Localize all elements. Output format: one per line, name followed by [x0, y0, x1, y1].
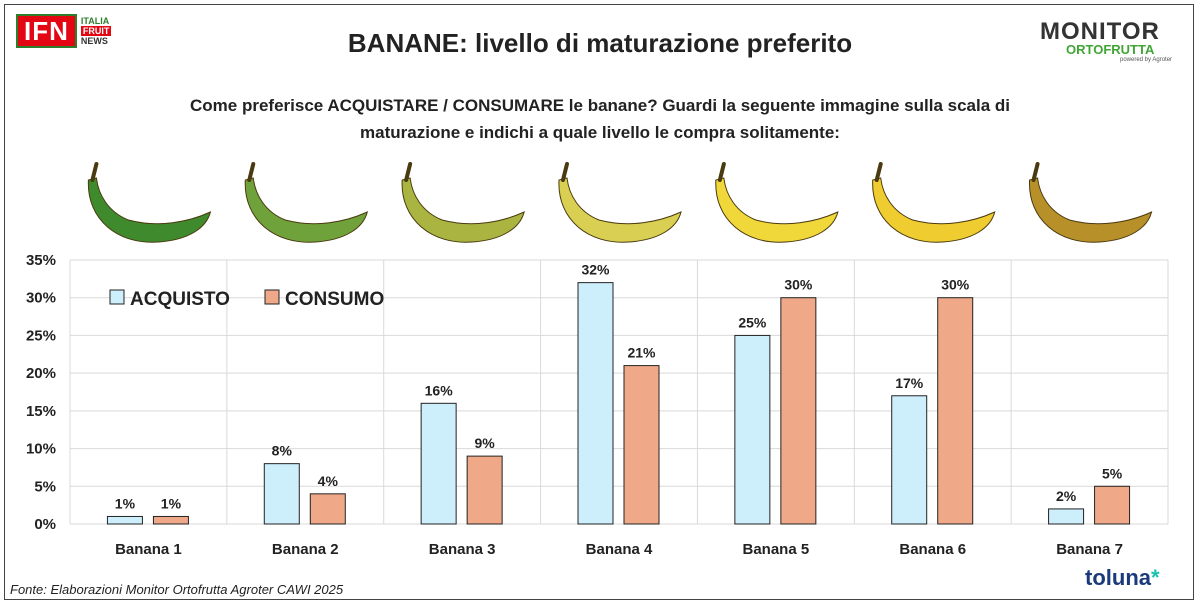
bar-acquisto: [577, 282, 614, 525]
legend-label-consumo: CONSUMO: [285, 289, 384, 310]
monitor-logo-powered: powered by Agroter: [1120, 57, 1173, 63]
y-tick-label: 25%: [26, 327, 56, 344]
bar-acquisto: [420, 402, 457, 525]
legend-label-acquisto: ACQUISTO: [130, 289, 230, 310]
survey-question: Come preferisce ACQUISTARE / CONSUMARE l…: [0, 92, 1200, 146]
x-tick-label: Banana 5: [743, 541, 810, 558]
chart-frame: [4, 4, 1194, 600]
ifn-line-2: FRUIT: [80, 26, 112, 36]
y-tick-label: 30%: [26, 290, 56, 307]
data-label: 25%: [738, 314, 767, 330]
y-tick-label: 0%: [34, 516, 56, 533]
y-tick-label: 20%: [26, 365, 56, 382]
bar-acquisto: [1048, 508, 1085, 525]
banana-image: [87, 177, 212, 243]
data-label: 4%: [318, 473, 339, 489]
data-label: 30%: [784, 277, 813, 293]
toluna-word: toluna: [1085, 565, 1151, 590]
bar-consumo: [1094, 485, 1131, 525]
bar-consumo: [152, 515, 189, 525]
x-tick-label: Banana 1: [115, 541, 182, 558]
x-tick-label: Banana 4: [586, 541, 653, 558]
bar-consumo: [623, 365, 660, 525]
bar-acquisto: [734, 334, 771, 525]
legend-swatch-consumo: [264, 289, 280, 305]
data-label: 17%: [895, 375, 924, 391]
monitor-ortofrutta-logo: MONITOR ORTOFRUTTA powered by Agroter: [1040, 18, 1185, 63]
bar-acquisto: [106, 515, 143, 525]
x-tick-label: Banana 7: [1056, 541, 1123, 558]
x-tick-label: Banana 2: [272, 541, 339, 558]
y-tick-label: 10%: [26, 441, 56, 458]
monitor-logo-sub: ORTOFRUTTA: [1066, 42, 1155, 57]
legend-swatch-acquisto: [109, 289, 125, 305]
ifn-line-3: NEWS: [80, 36, 108, 46]
banana-stem: [874, 162, 883, 182]
banana-image: [401, 177, 525, 243]
banana-image: [1029, 177, 1153, 243]
banana-stem: [1031, 162, 1040, 182]
y-tick-label: 5%: [34, 478, 56, 495]
ifn-logo-text: ITALIA FRUIT NEWS: [80, 16, 112, 46]
toluna-logo: toluna*: [1085, 565, 1160, 591]
bar-consumo: [466, 455, 503, 525]
bar-acquisto: [891, 395, 928, 525]
data-label: 1%: [161, 495, 182, 511]
x-tick-label: Banana 6: [899, 541, 966, 558]
data-label: 2%: [1056, 488, 1077, 504]
question-line-2: maturazione e indichi a quale livello le…: [360, 123, 840, 142]
data-label: 32%: [581, 262, 610, 278]
ifn-line-1: ITALIA: [80, 16, 110, 26]
bar-consumo: [937, 297, 974, 525]
chart-title: BANANE: livello di maturazione preferito: [347, 28, 853, 58]
ifn-logo-mark: IFN: [16, 14, 77, 48]
banana-stem: [404, 162, 413, 182]
data-label: 5%: [1102, 465, 1123, 481]
banana-stem: [717, 162, 726, 182]
bar-consumo: [309, 493, 346, 525]
banana-stem: [561, 162, 569, 182]
banana-image: [244, 177, 369, 243]
x-tick-label: Banana 3: [429, 541, 496, 558]
bar-acquisto: [263, 463, 300, 525]
data-label: 9%: [475, 435, 496, 451]
banana-stem: [90, 162, 99, 182]
bar-chart: 0% 5% 10% 15% 20% 25% 30% 35% 1% 8% 16% 32% 25% 17% 2%…: [26, 162, 1169, 558]
data-label: 16%: [425, 382, 454, 398]
banana-image: [558, 177, 682, 243]
y-tick-label: 15%: [26, 403, 56, 420]
data-label: 21%: [627, 345, 656, 361]
data-label: 30%: [941, 277, 970, 293]
banana-image: [715, 177, 839, 243]
toluna-star-icon: *: [1151, 565, 1160, 590]
source-note: Fonte: Elaborazioni Monitor Ortofrutta A…: [10, 582, 344, 597]
bar-consumo: [780, 297, 817, 525]
question-line-1: Come preferisce ACQUISTARE / CONSUMARE l…: [190, 96, 1010, 115]
banana-stem: [247, 162, 256, 182]
data-label: 8%: [272, 443, 293, 459]
banana-image: [872, 177, 996, 243]
y-tick-label: 35%: [26, 252, 56, 269]
monitor-logo-word: MONITOR: [1040, 18, 1160, 45]
ifn-logo: IFN ITALIA FRUIT NEWS: [16, 14, 112, 48]
data-label: 1%: [115, 495, 136, 511]
